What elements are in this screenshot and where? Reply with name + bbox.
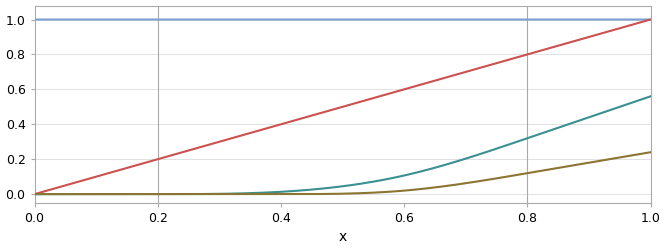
X-axis label: x: x — [338, 230, 347, 244]
